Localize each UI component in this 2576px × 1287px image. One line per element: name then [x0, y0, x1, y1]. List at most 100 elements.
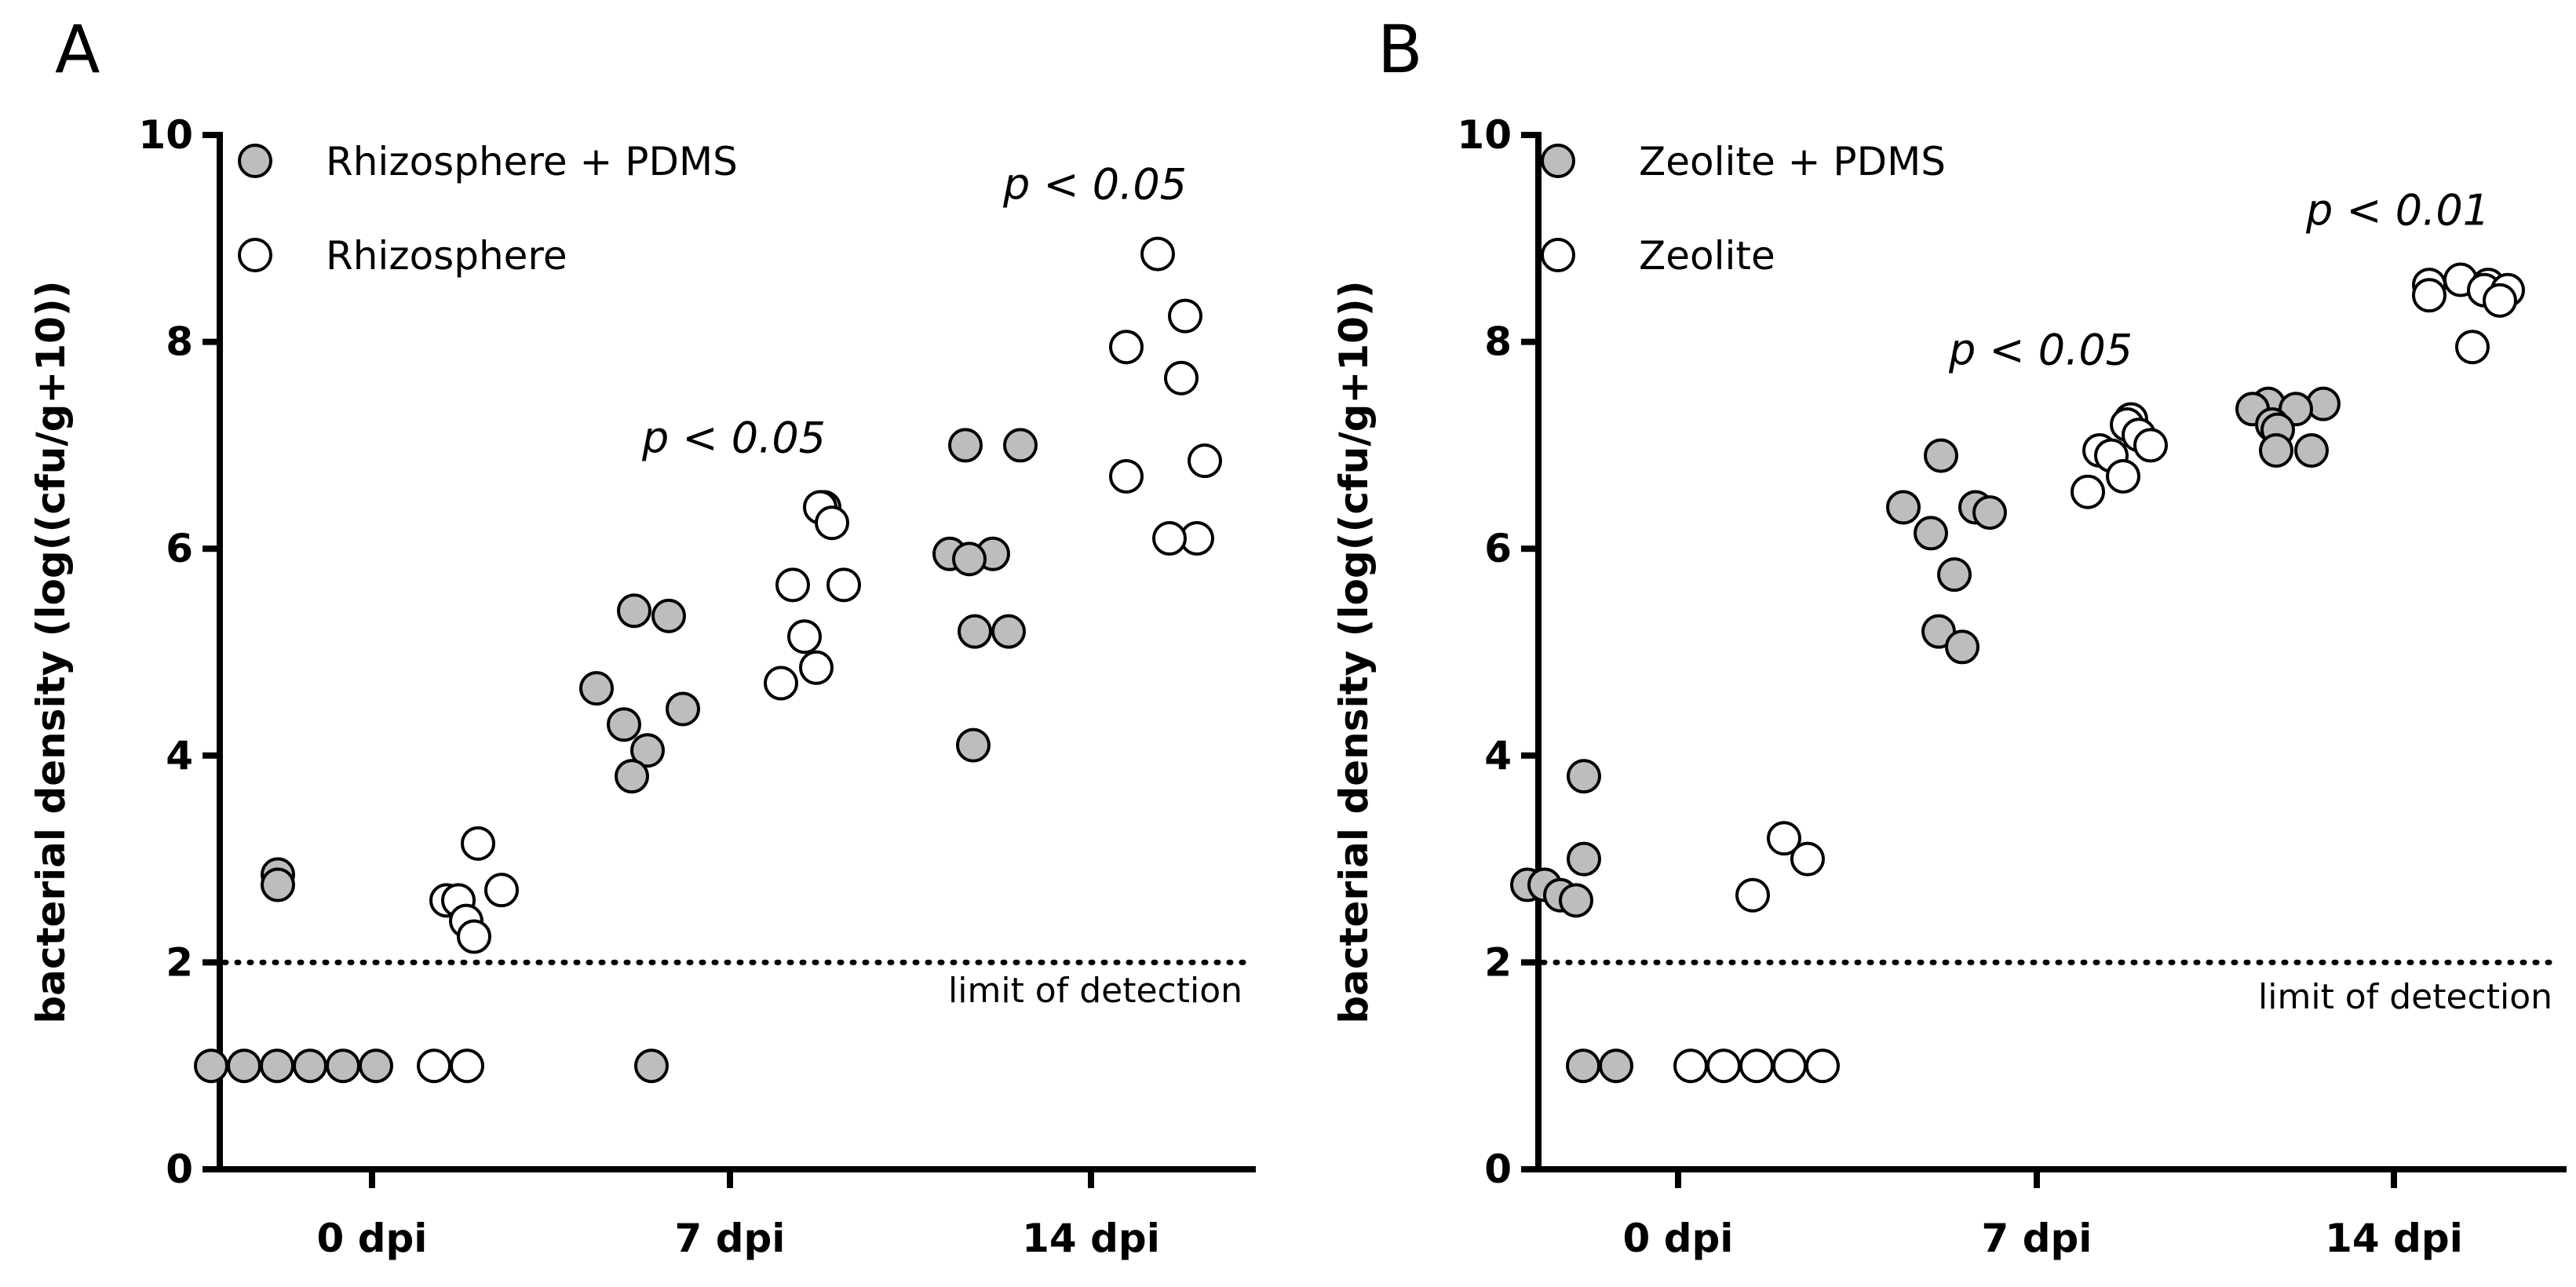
y-tick-label: 2 — [166, 939, 193, 985]
data-point — [1188, 443, 1222, 479]
data-point — [2294, 432, 2329, 468]
data-point — [1109, 330, 1144, 365]
y-tick-label: 10 — [1457, 112, 1512, 158]
data-point — [1972, 495, 2007, 530]
data-point — [1567, 841, 1601, 877]
data-point — [1924, 438, 1958, 473]
data-point — [2106, 458, 2140, 494]
x-tick-label: 0 dpi — [1623, 1216, 1734, 1261]
panel-letter: A — [55, 11, 100, 88]
data-point — [579, 671, 614, 706]
y-tick-label: 8 — [166, 319, 193, 365]
data-point — [1937, 557, 1972, 592]
data-point — [1945, 629, 1979, 665]
data-point — [1109, 458, 1144, 494]
data-point — [227, 1048, 261, 1084]
y-tick-label: 4 — [166, 733, 193, 778]
limit-of-detection-label: limit of detection — [2258, 977, 2552, 1017]
legend-label: Zeolite — [1639, 233, 1775, 279]
data-point — [1566, 1048, 1600, 1084]
data-point — [450, 1048, 484, 1084]
data-point — [2071, 474, 2105, 509]
p-value-annotation: p < 0.01 — [2305, 186, 2490, 235]
panel-letter: B — [1377, 11, 1423, 88]
data-point — [2259, 432, 2293, 468]
data-point — [359, 1048, 393, 1084]
data-point — [1805, 1048, 1840, 1084]
data-point — [2133, 428, 2168, 463]
data-point — [617, 593, 651, 629]
data-point — [956, 727, 991, 763]
data-point — [1772, 1048, 1807, 1084]
limit-of-detection-label: limit of detection — [948, 971, 1242, 1011]
data-point — [1152, 521, 1187, 556]
data-point — [1921, 614, 1956, 649]
data-point — [1914, 516, 1948, 551]
data-point — [799, 650, 834, 685]
legend-marker — [238, 238, 272, 272]
data-point — [1003, 428, 1038, 463]
data-point — [615, 759, 649, 794]
data-point — [948, 428, 983, 463]
data-point — [484, 873, 519, 908]
x-tick-label: 14 dpi — [2325, 1216, 2463, 1261]
data-point — [1140, 236, 1175, 272]
y-tick-label: 6 — [1484, 526, 1512, 571]
data-point — [326, 1048, 360, 1084]
data-point — [634, 1048, 669, 1084]
y-tick-label: 8 — [1484, 319, 1512, 365]
p-value-annotation: p < 0.05 — [641, 413, 826, 462]
data-point — [958, 614, 992, 649]
y-tick-label: 0 — [1484, 1147, 1512, 1192]
data-point — [607, 707, 641, 742]
legend-label: Rhizosphere — [326, 233, 567, 279]
data-point — [293, 1048, 327, 1084]
legend-label: Zeolite + PDMS — [1639, 139, 1946, 184]
data-point — [2412, 278, 2446, 313]
data-point — [1767, 821, 1801, 856]
y-axis-title: bacterial density (log((cfu/g+10)) — [28, 280, 74, 1023]
y-tick-label: 6 — [166, 526, 193, 571]
data-point — [991, 614, 1026, 649]
data-point — [1168, 298, 1202, 334]
data-point — [1790, 841, 1825, 877]
data-point — [194, 1048, 228, 1084]
data-point — [651, 598, 686, 633]
data-point — [417, 1048, 451, 1084]
data-point — [2455, 330, 2490, 365]
data-point — [1886, 490, 1921, 525]
data-point — [1164, 360, 1199, 396]
x-tick-label: 14 dpi — [1022, 1216, 1160, 1261]
legend-marker — [1541, 144, 1575, 178]
x-tick-label: 7 dpi — [1982, 1216, 2093, 1261]
y-tick-label: 10 — [138, 112, 193, 158]
data-point — [1673, 1048, 1708, 1084]
data-point — [1559, 883, 1593, 918]
data-point — [952, 541, 987, 577]
data-point — [764, 665, 798, 701]
legend-label: Rhizosphere + PDMS — [326, 139, 738, 184]
data-point — [1567, 759, 1601, 794]
data-point — [1739, 1048, 1774, 1084]
data-point — [461, 826, 495, 861]
x-tick-label: 7 dpi — [675, 1216, 786, 1261]
data-point — [2483, 283, 2517, 318]
data-point — [666, 691, 700, 727]
legend-marker — [1541, 238, 1575, 272]
p-value-annotation: p < 0.05 — [1948, 325, 2133, 374]
data-point — [260, 1048, 294, 1084]
p-value-annotation: p < 0.05 — [1002, 160, 1187, 210]
y-tick-label: 2 — [1484, 939, 1512, 985]
data-point — [261, 867, 295, 902]
legend-marker — [238, 144, 272, 178]
data-point — [1735, 877, 1770, 913]
data-point — [826, 567, 861, 603]
data-point — [2306, 386, 2341, 421]
data-point — [787, 619, 822, 654]
data-point — [775, 567, 810, 603]
x-tick-label: 0 dpi — [317, 1216, 428, 1261]
data-point — [457, 919, 491, 954]
